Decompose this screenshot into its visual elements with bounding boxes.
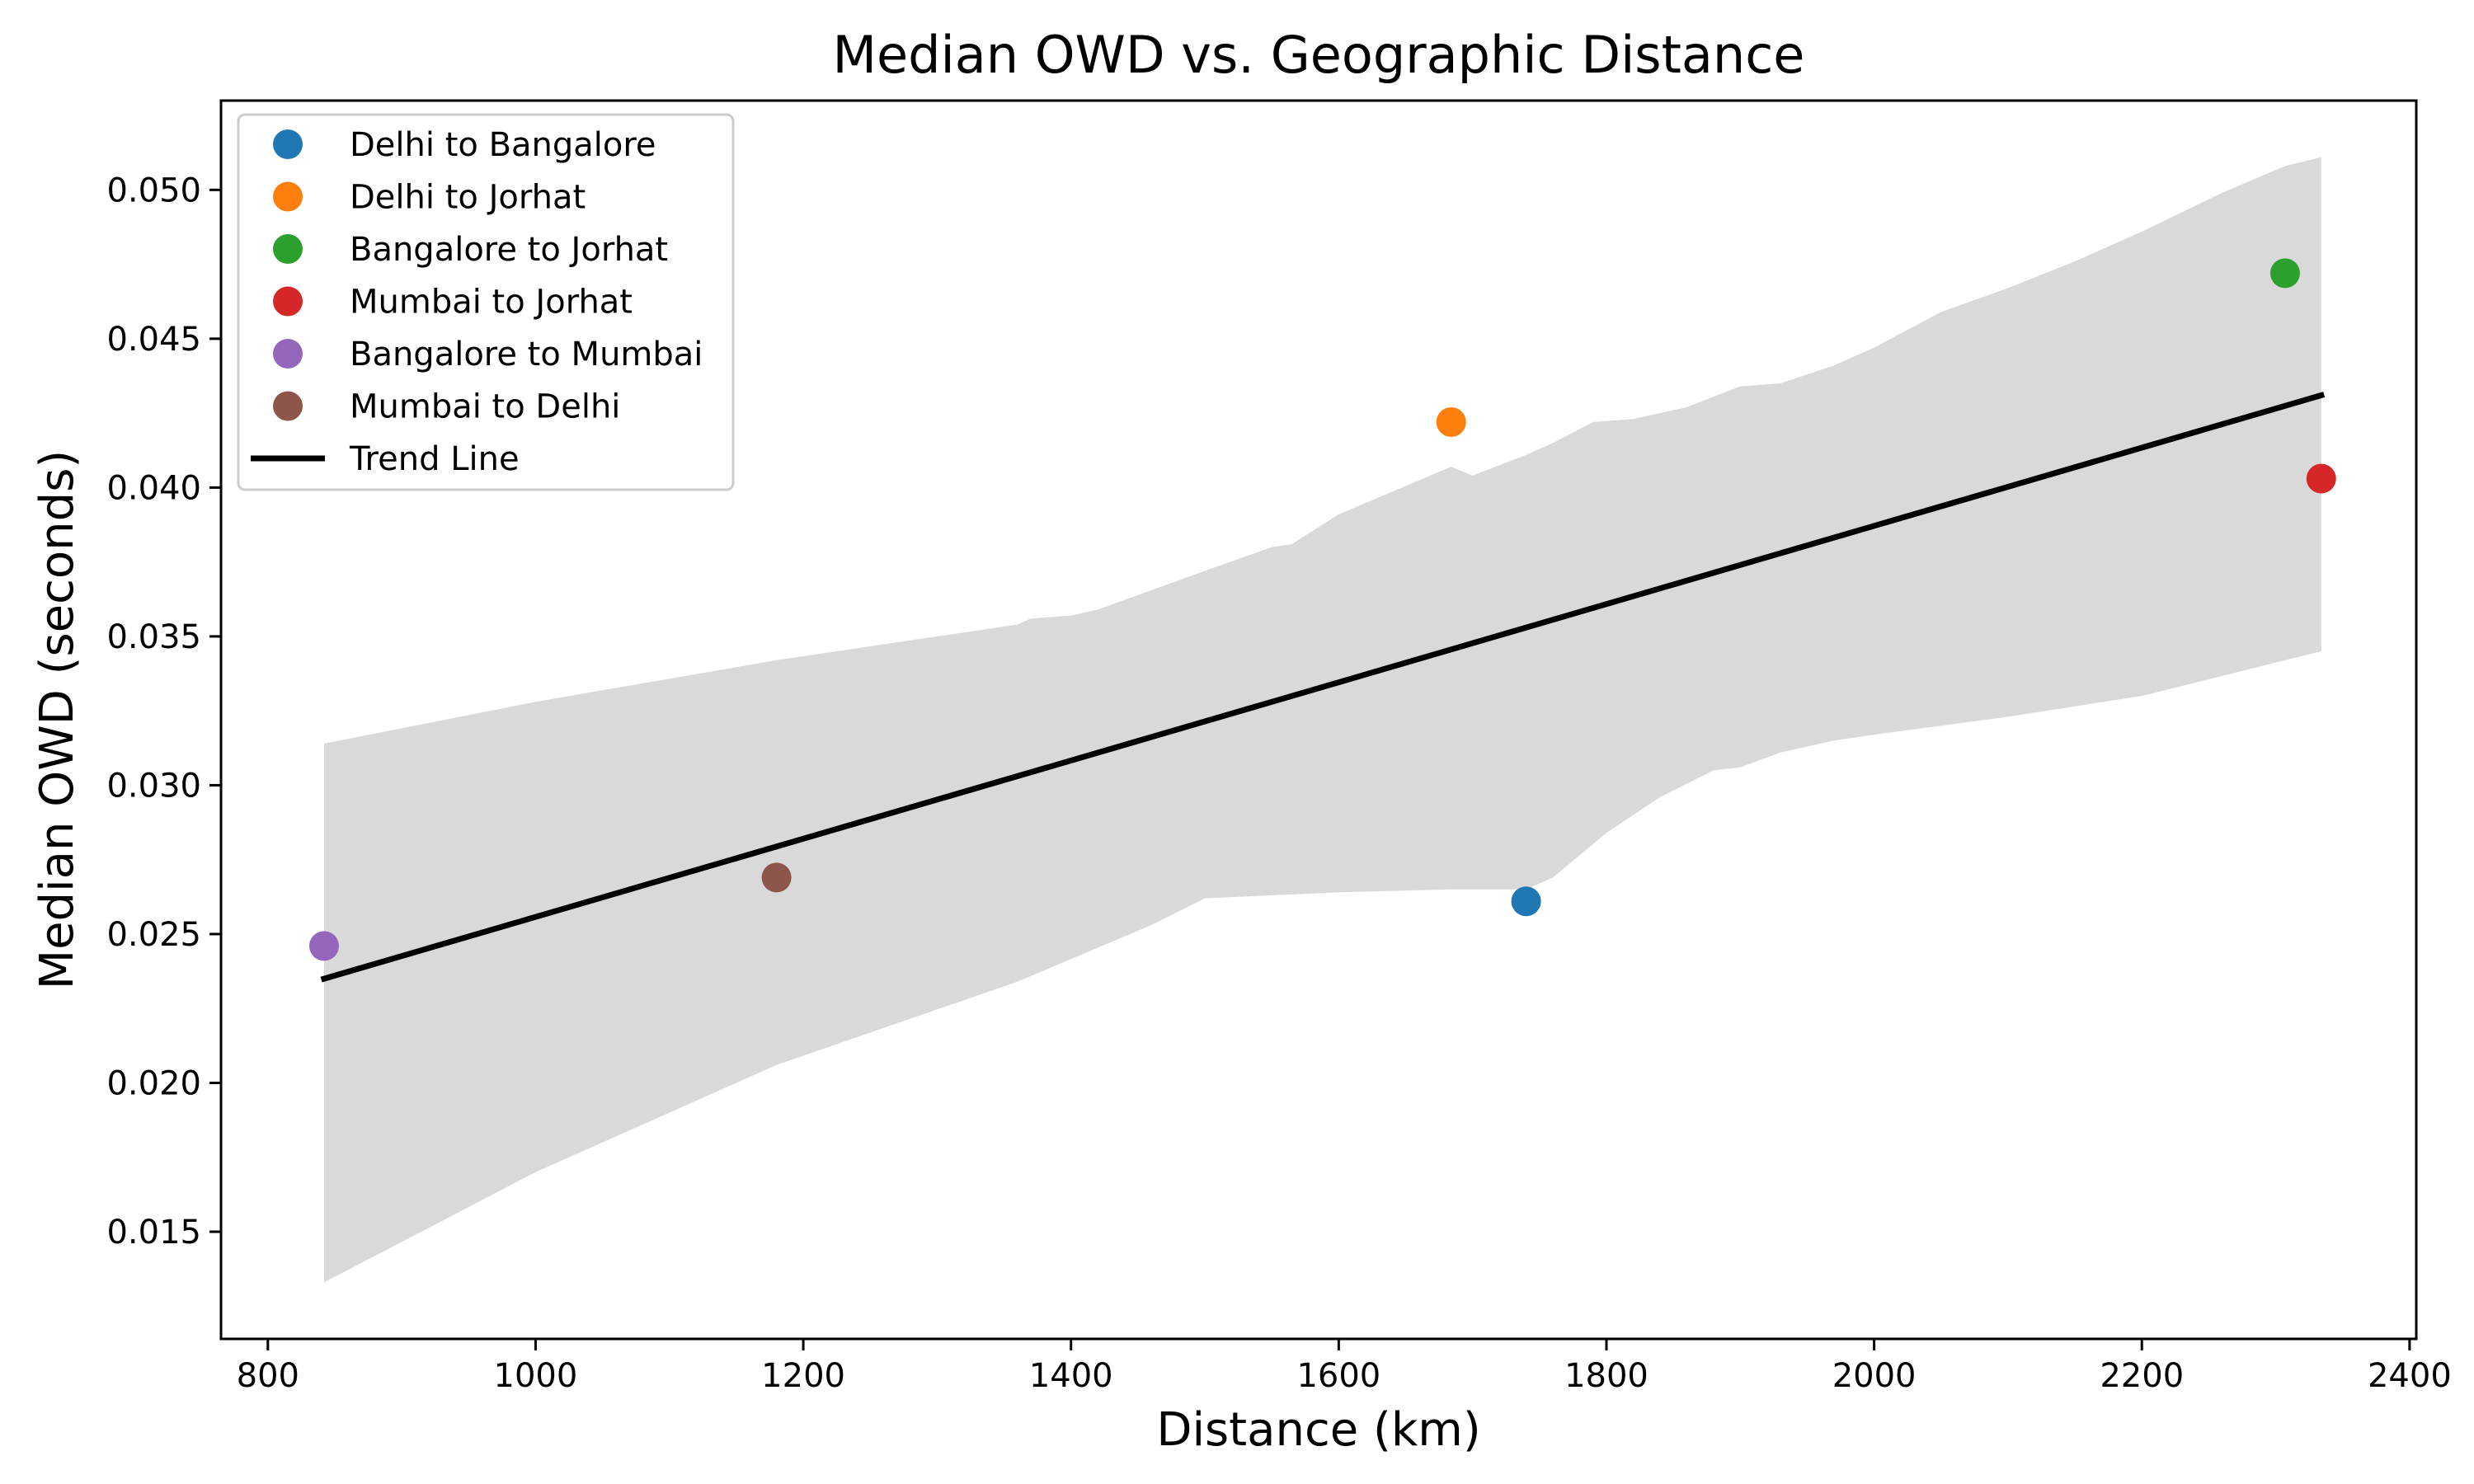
legend-label-5: Bangalore to Mumbai xyxy=(350,336,703,373)
x-tick-label: 1200 xyxy=(761,1357,845,1395)
legend-marker-2 xyxy=(273,181,303,212)
data-point-1 xyxy=(1511,886,1541,917)
y-tick-label: 0.020 xyxy=(106,1064,201,1102)
x-axis-label: Distance (km) xyxy=(1156,1403,1480,1457)
data-point-5 xyxy=(308,931,339,961)
legend-marker-4 xyxy=(273,286,303,317)
x-tick-label: 1400 xyxy=(1029,1357,1113,1395)
x-tick-label: 1000 xyxy=(494,1357,578,1395)
y-tick-label: 0.025 xyxy=(106,916,201,954)
confidence-band-layer xyxy=(324,157,2321,1283)
y-tick-label: 0.050 xyxy=(106,171,201,209)
legend-marker-1 xyxy=(273,129,303,159)
y-tick-label: 0.035 xyxy=(106,618,201,656)
confidence-band xyxy=(324,157,2321,1283)
chart-title: Median OWD vs. Geographic Distance xyxy=(833,25,1805,85)
y-tick-label: 0.015 xyxy=(106,1214,201,1252)
legend-marker-6 xyxy=(273,391,303,421)
legend-marker-5 xyxy=(273,339,303,369)
legend-label-3: Bangalore to Jorhat xyxy=(350,231,668,269)
legend-marker-3 xyxy=(273,234,303,264)
legend-label-7: Trend Line xyxy=(349,440,520,478)
x-tick-label: 1800 xyxy=(1564,1357,1649,1395)
y-tick-label: 0.040 xyxy=(106,469,201,507)
data-point-6 xyxy=(761,862,792,893)
data-point-3 xyxy=(2269,258,2300,289)
y-tick-label: 0.030 xyxy=(106,767,201,805)
data-point-4 xyxy=(2306,463,2336,494)
x-tick-label: 2400 xyxy=(2368,1357,2452,1395)
x-tick-label: 2200 xyxy=(2100,1357,2184,1395)
legend: Delhi to Bangalore Delhi to Jorhat Bangalo… xyxy=(237,113,735,491)
x-tick-label: 2000 xyxy=(1832,1357,1917,1395)
plot-frame xyxy=(219,99,2418,1341)
legend-label-4: Mumbai to Jorhat xyxy=(350,284,633,322)
trend-line-layer xyxy=(320,392,2326,983)
legend-box xyxy=(237,113,735,491)
legend-label-1: Delhi to Bangalore xyxy=(350,126,656,164)
x-tick-label: 800 xyxy=(237,1357,299,1395)
y-axis-label: Median OWD (seconds) xyxy=(31,450,84,989)
x-tick-label: 1600 xyxy=(1296,1357,1380,1395)
y-tick-label: 0.045 xyxy=(106,321,201,359)
trend-line xyxy=(320,392,2326,983)
data-point-2 xyxy=(1436,406,1466,437)
legend-label-2: Delhi to Jorhat xyxy=(350,179,586,217)
y-axis-ticks: 0.015 0.020 0.025 0.030 0.035 0.040 0.045 0.050 xyxy=(106,171,221,1252)
legend-label-6: Mumbai to Delhi xyxy=(350,388,620,426)
x-axis-ticks: 800 1000 1200 1400 1600 1800 2000 2200 2400 xyxy=(237,1339,2452,1395)
data-points-layer xyxy=(308,258,2336,961)
